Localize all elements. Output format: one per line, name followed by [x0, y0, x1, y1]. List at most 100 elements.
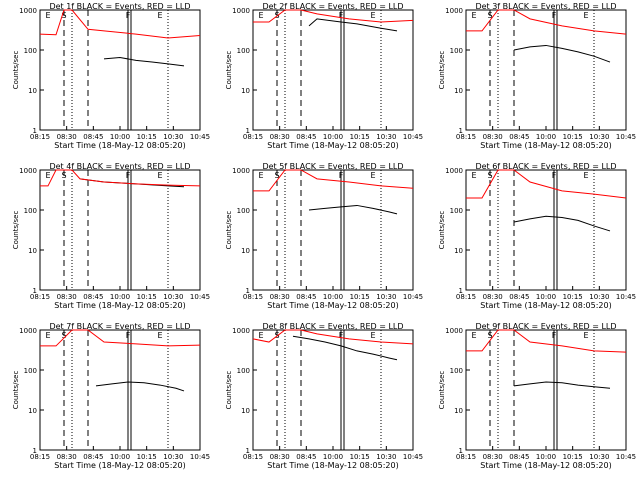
marker-label: E — [471, 331, 476, 340]
y-tick-label: 10 — [28, 87, 37, 95]
x-tick-label: 10:45 — [190, 453, 210, 461]
y-axis-label: Counts/sec — [225, 51, 233, 90]
marker-label: E — [45, 171, 50, 180]
x-tick-label: 10:15 — [350, 453, 370, 461]
events-series-line — [292, 335, 398, 361]
x-tick-label: 08:45 — [296, 453, 316, 461]
chart-panel: Det 4f BLACK = Events, RED = LLD 1 10 100 10… — [12, 162, 210, 310]
x-axis-label: Start Time (18-May-12 08:05:20) — [267, 141, 398, 150]
x-tick-label: 08:15 — [243, 293, 263, 301]
chart-panel: Det 9f BLACK = Events, RED = LLD 1 10 100 10… — [438, 322, 636, 470]
chart-panel: Det 1f BLACK = Events, RED = LLD 1 10 100 10… — [12, 2, 210, 150]
y-axis-label: Counts/sec — [12, 371, 20, 410]
x-tick-label: 08:30 — [483, 453, 503, 461]
y-tick-label: 1000 — [19, 327, 37, 335]
y-tick-label: 1 — [459, 127, 463, 135]
x-tick-label: 08:30 — [270, 453, 290, 461]
chart-panel: Det 6f BLACK = Events, RED = LLD 1 10 100 10… — [438, 162, 636, 310]
marker-label: E — [45, 11, 50, 20]
x-tick-label: 10:15 — [563, 133, 583, 141]
x-tick-label: 10:15 — [137, 453, 157, 461]
x-tick-label: 10:15 — [137, 293, 157, 301]
y-tick-label: 100 — [237, 47, 250, 55]
y-tick-label: 10 — [28, 247, 37, 255]
x-tick-label: 10:00 — [323, 133, 343, 141]
x-tick-label: 08:15 — [243, 133, 263, 141]
lld-series-line — [252, 329, 414, 345]
x-tick-label: 10:00 — [323, 453, 343, 461]
x-tick-label: 10:30 — [376, 293, 396, 301]
x-tick-label: 10:30 — [163, 293, 183, 301]
chart-title: Det 7f BLACK = Events, RED = LLD — [49, 322, 190, 331]
x-tick-label: 08:45 — [509, 293, 529, 301]
chart-title: Det 5f BLACK = Events, RED = LLD — [262, 162, 403, 171]
y-axis-label: Counts/sec — [225, 211, 233, 250]
y-tick-label: 1000 — [232, 327, 250, 335]
y-axis-label: Counts/sec — [438, 211, 446, 250]
events-series-line — [513, 215, 611, 232]
x-tick-label: 08:45 — [509, 133, 529, 141]
y-tick-label: 1 — [246, 447, 250, 455]
y-tick-label: 10 — [241, 407, 250, 415]
marker-label: E — [370, 171, 375, 180]
x-tick-label: 10:30 — [376, 133, 396, 141]
y-tick-label: 100 — [237, 207, 250, 215]
marker-label: E — [583, 11, 588, 20]
events-series-line — [103, 56, 185, 67]
y-tick-label: 10 — [28, 407, 37, 415]
y-tick-label: 1000 — [232, 167, 250, 175]
x-axis-label: Start Time (18-May-12 08:05:20) — [267, 461, 398, 470]
events-series-line — [308, 18, 398, 32]
lld-series-line — [466, 169, 627, 199]
marker-label: E — [258, 331, 263, 340]
chart-title: Det 8f BLACK = Events, RED = LLD — [262, 322, 403, 331]
y-tick-label: 1000 — [19, 7, 37, 15]
chart-title: Det 9f BLACK = Events, RED = LLD — [475, 322, 616, 331]
y-tick-label: 100 — [450, 367, 463, 375]
x-axis-label: Start Time (18-May-12 08:05:20) — [480, 461, 611, 470]
chart-panel: Det 8f BLACK = Events, RED = LLD 1 10 100 10… — [225, 322, 423, 470]
x-tick-label: 10:00 — [323, 293, 343, 301]
x-tick-label: 08:15 — [456, 133, 476, 141]
x-tick-label: 10:30 — [589, 133, 609, 141]
lld-series-line — [466, 329, 627, 353]
x-tick-label: 10:00 — [110, 133, 130, 141]
x-tick-label: 08:30 — [483, 133, 503, 141]
x-tick-label: 10:45 — [403, 133, 423, 141]
x-tick-label: 08:45 — [296, 293, 316, 301]
lld-series-line — [253, 9, 414, 23]
x-axis-label: Start Time (18-May-12 08:05:20) — [54, 301, 185, 310]
x-tick-label: 08:30 — [483, 293, 503, 301]
events-series-line — [308, 204, 398, 215]
marker-label: E — [583, 331, 588, 340]
x-tick-label: 08:15 — [30, 133, 50, 141]
marker-label: E — [45, 331, 50, 340]
events-series-line — [513, 44, 611, 63]
y-tick-label: 1 — [246, 127, 250, 135]
chart-title: Det 4f BLACK = Events, RED = LLD — [49, 162, 190, 171]
x-tick-label: 10:15 — [563, 293, 583, 301]
x-tick-label: 10:45 — [616, 133, 636, 141]
y-tick-label: 100 — [24, 367, 37, 375]
y-tick-label: 10 — [454, 87, 463, 95]
x-tick-label: 08:15 — [456, 453, 476, 461]
x-tick-label: 08:45 — [83, 453, 103, 461]
y-axis-label: Counts/sec — [12, 211, 20, 250]
x-tick-label: 08:15 — [456, 293, 476, 301]
x-tick-label: 10:30 — [163, 453, 183, 461]
marker-label: E — [471, 171, 476, 180]
marker-label: E — [157, 11, 162, 20]
x-tick-label: 10:00 — [536, 133, 556, 141]
y-tick-label: 1 — [459, 447, 463, 455]
x-tick-label: 08:30 — [57, 453, 77, 461]
marker-label: E — [370, 11, 375, 20]
x-tick-label: 10:15 — [563, 453, 583, 461]
chart-title: Det 2f BLACK = Events, RED = LLD — [262, 2, 403, 11]
x-tick-label: 08:45 — [296, 133, 316, 141]
y-tick-label: 10 — [454, 247, 463, 255]
chart-panel: Det 3f BLACK = Events, RED = LLD 1 10 100 10… — [438, 2, 636, 150]
x-tick-label: 08:30 — [57, 293, 77, 301]
y-axis-label: Counts/sec — [438, 371, 446, 410]
